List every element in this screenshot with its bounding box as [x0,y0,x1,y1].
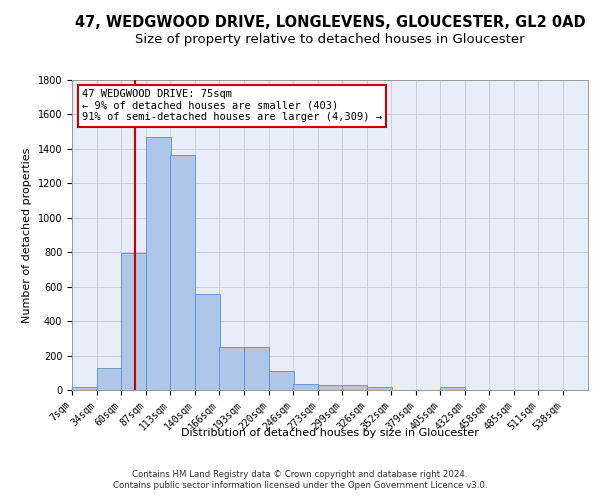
Bar [195,294,220,390]
Bar [293,384,318,390]
Bar [97,368,122,390]
Text: Distribution of detached houses by size in Gloucester: Distribution of detached houses by size … [181,428,479,438]
Bar [269,371,294,390]
Bar [72,388,97,390]
Text: Contains HM Land Registry data © Crown copyright and database right 2024.
Contai: Contains HM Land Registry data © Crown c… [113,470,487,490]
Bar [342,385,367,390]
Bar [121,253,146,390]
Text: 47, WEDGWOOD DRIVE, LONGLEVENS, GLOUCESTER, GL2 0AD: 47, WEDGWOOD DRIVE, LONGLEVENS, GLOUCEST… [74,15,586,30]
Text: 47 WEDGWOOD DRIVE: 75sqm
← 9% of detached houses are smaller (403)
91% of semi-d: 47 WEDGWOOD DRIVE: 75sqm ← 9% of detache… [82,90,382,122]
Bar [318,385,343,390]
Bar [440,386,465,390]
Bar [170,155,195,390]
Text: Size of property relative to detached houses in Gloucester: Size of property relative to detached ho… [135,34,525,46]
Bar [219,347,244,390]
Y-axis label: Number of detached properties: Number of detached properties [22,148,32,322]
Bar [146,137,171,390]
Bar [367,386,392,390]
Bar [244,347,269,390]
